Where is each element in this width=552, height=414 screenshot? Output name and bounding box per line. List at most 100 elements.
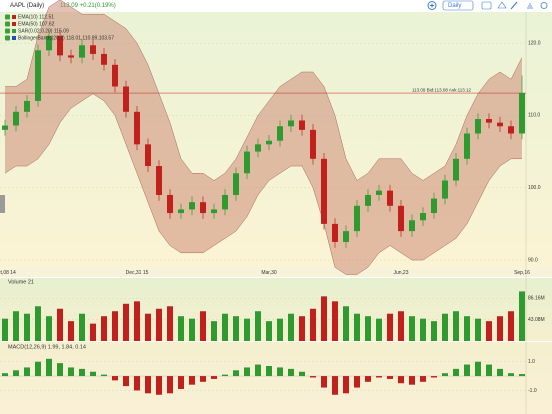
bar: [365, 316, 371, 341]
legend-check: [5, 28, 10, 34]
bar: [112, 311, 118, 341]
candle-body: [79, 45, 85, 58]
legend-swatch: [12, 22, 16, 26]
toolbar: [0, 0, 552, 11]
price-line-label: 113.09 Bid:113.08 Ask:113.12: [412, 87, 472, 92]
candle-body: [123, 86, 129, 112]
candle-body: [255, 144, 261, 152]
bar: [68, 367, 74, 377]
bar: [266, 366, 272, 377]
bar: [409, 316, 415, 341]
candle-body: [519, 93, 525, 134]
candle-body: [57, 35, 63, 56]
bar: [101, 316, 107, 341]
candle-body: [464, 133, 470, 159]
bar: [79, 313, 85, 341]
bar: [167, 306, 173, 341]
add-button[interactable]: [427, 1, 437, 10]
bar: [475, 318, 481, 341]
bar: [134, 301, 140, 341]
bar: [332, 301, 338, 341]
bar: [2, 373, 8, 377]
y-tick-label: -1.0: [528, 388, 537, 394]
candle-body: [35, 50, 41, 101]
band-upper: [5, 0, 523, 181]
bar: [167, 376, 173, 394]
quote: 113.09 +0.21(0.19%): [60, 3, 116, 9]
y-tick-label: 1.0: [528, 359, 535, 365]
bar: [156, 308, 162, 341]
candle-body: [68, 55, 74, 58]
bar: [354, 313, 360, 341]
candle-body: [266, 140, 272, 145]
bar: [266, 321, 272, 341]
band-lower: [4, 93, 522, 275]
bar: [431, 321, 437, 341]
side-handle[interactable]: [0, 195, 5, 213]
compare-button[interactable]: [481, 1, 492, 10]
candle-body: [387, 190, 393, 206]
bar: [255, 364, 261, 377]
bar: [35, 361, 41, 377]
bar: [475, 361, 481, 377]
y-tick-label: 90.0: [528, 257, 538, 263]
bar: [222, 374, 228, 377]
bar: [299, 316, 305, 341]
bar: [178, 316, 184, 341]
bar: [200, 376, 206, 382]
candle-body: [211, 209, 217, 214]
bar: [376, 376, 382, 378]
bar: [244, 318, 250, 341]
candle-body: [332, 223, 338, 242]
candle-body: [145, 144, 151, 167]
bar: [277, 367, 283, 377]
bar: [354, 376, 360, 388]
bar: [145, 313, 151, 341]
style-button[interactable]: [527, 3, 533, 9]
settings-button[interactable]: [540, 2, 548, 9]
pane-title: MACD(12,26,9) 1.99, 1.84, 0.14: [8, 344, 86, 350]
bar: [24, 367, 30, 377]
candle-body: [156, 166, 162, 195]
bar: [200, 311, 206, 341]
candle-body: [475, 119, 481, 134]
indicator-button[interactable]: [497, 1, 507, 9]
bar: [13, 311, 19, 341]
candle-body: [2, 125, 8, 130]
bar: [497, 316, 503, 341]
bar: [376, 318, 382, 341]
bar: [442, 313, 448, 341]
bar: [508, 373, 514, 377]
bar: [189, 376, 195, 385]
bar: [57, 308, 63, 341]
pane-title: Volume 21: [8, 279, 34, 285]
bar: [343, 376, 349, 394]
bar: [255, 311, 261, 341]
y-tick-label: 100.0: [528, 185, 541, 191]
bar: [321, 376, 327, 388]
y-tick-label: 110.0: [528, 113, 540, 119]
interval-button[interactable]: [442, 0, 474, 11]
legend-swatch: [12, 15, 16, 19]
y-tick-label: 120.0: [528, 40, 541, 46]
candle-body: [497, 122, 503, 127]
candle-body: [299, 120, 305, 130]
bar: [288, 313, 294, 341]
bar: [112, 376, 118, 381]
candle-body: [354, 205, 360, 232]
candle-body: [365, 194, 371, 206]
x-tick-label: Jun,23: [393, 270, 408, 276]
candle-body: [101, 53, 107, 65]
bar: [46, 316, 52, 341]
bar: [288, 368, 294, 377]
bar: [233, 316, 239, 341]
candle-body: [167, 194, 173, 214]
legend-entry: BollingerBands(20,2) 118.01,110.99,103.5…: [18, 35, 114, 41]
legend-entry: EMA(50) 107.62: [18, 21, 55, 27]
draw-button[interactable]: [510, 1, 518, 10]
bar: [233, 370, 239, 377]
bar: [211, 321, 217, 341]
bar: [497, 368, 503, 377]
bar: [398, 311, 404, 341]
macd-pane: [0, 342, 552, 414]
